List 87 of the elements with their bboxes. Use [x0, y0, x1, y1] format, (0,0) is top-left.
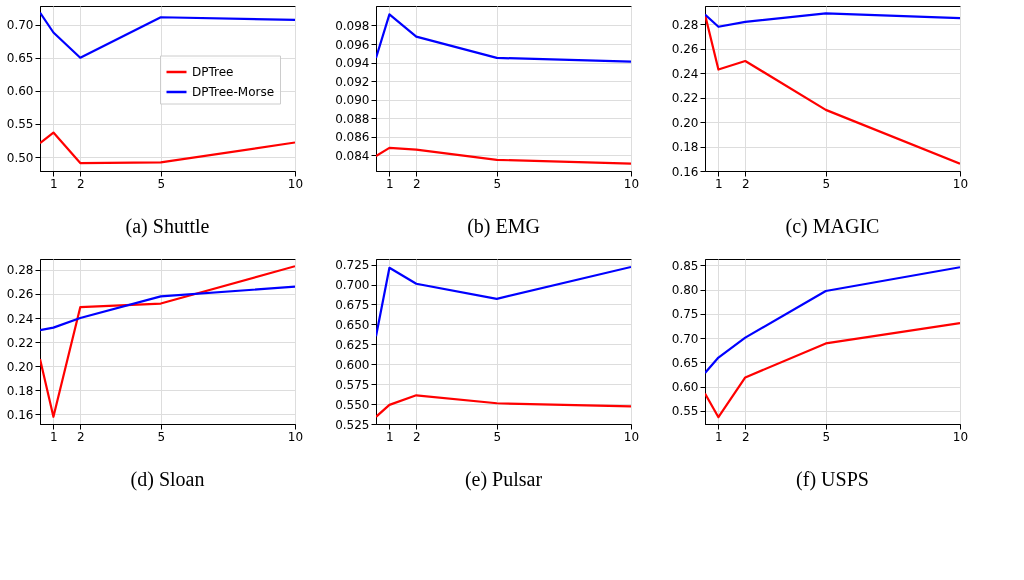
x-tick-label: 2: [741, 176, 750, 191]
y-tick-label: 0.55: [6, 117, 34, 132]
y-tick-label: 0.18: [6, 383, 34, 398]
x-tick-label: 1: [715, 429, 723, 444]
y-tick-label: 0.28: [671, 17, 699, 32]
line-series: [40, 11, 295, 59]
y-tick-label: 0.20: [6, 359, 34, 374]
x-tick-label: 1: [386, 176, 394, 191]
y-tick-label: 0.70: [6, 18, 34, 33]
legend-label: DPTree-Morse: [192, 85, 275, 99]
y-tick-label: 0.26: [6, 287, 34, 302]
line-series: [705, 12, 960, 28]
x-tick-label: 2: [76, 176, 85, 191]
y-tick-label: 0.60: [671, 380, 699, 395]
y-tick-label: 0.20: [671, 115, 699, 130]
y-tick-label: 0.65: [671, 355, 699, 370]
y-tick-label: 0.600: [335, 357, 370, 372]
line-series: [40, 285, 295, 332]
y-tick-label: 0.575: [335, 377, 370, 392]
x-tick-label: 10: [952, 176, 969, 191]
x-tick-label: 2: [76, 429, 85, 444]
line-series: [705, 13, 960, 165]
x-tick-label: 1: [50, 176, 58, 191]
y-tick-label: 0.088: [335, 111, 370, 126]
text: (f) USPS: [796, 468, 869, 491]
text: (a) Shuttle: [125, 215, 210, 238]
y-tick-label: 0.525: [335, 417, 370, 432]
x-tick-label: 10: [623, 176, 640, 191]
line-series: [705, 266, 960, 375]
x-tick-label: 2: [412, 176, 421, 191]
text: (c) MAGIC: [785, 215, 880, 238]
y-tick-label: 0.700: [335, 278, 370, 293]
y-tick-label: 0.55: [671, 404, 699, 419]
line-series: [40, 131, 295, 165]
legend-label: DPTree: [192, 65, 234, 79]
x-tick-label: 1: [50, 429, 58, 444]
y-tick-label: 0.096: [335, 37, 370, 52]
y-tick-label: 0.24: [671, 66, 699, 81]
y-tick-label: 0.60: [6, 84, 34, 99]
x-tick-label: 5: [157, 429, 166, 444]
y-tick-label: 0.80: [671, 283, 699, 298]
x-tick-label: 10: [287, 176, 304, 191]
y-tick-label: 0.675: [335, 297, 370, 312]
x-tick-label: 2: [412, 429, 421, 444]
line-series: [40, 265, 295, 418]
x-tick-label: 5: [493, 176, 502, 191]
y-tick-label: 0.098: [335, 18, 370, 33]
line-series: [705, 321, 960, 419]
x-tick-label: 1: [386, 429, 394, 444]
y-tick-label: 0.16: [6, 407, 34, 422]
x-tick-label: 5: [822, 429, 831, 444]
text: (b) EMG: [467, 215, 540, 238]
y-tick-label: 0.084: [335, 148, 370, 163]
y-tick-label: 0.094: [335, 56, 370, 71]
y-tick-label: 0.090: [335, 93, 370, 108]
x-tick-label: 5: [157, 176, 166, 191]
y-tick-label: 0.26: [671, 42, 699, 57]
y-tick-label: 0.70: [671, 331, 699, 346]
y-tick-label: 0.28: [6, 263, 34, 278]
y-tick-label: 0.086: [335, 130, 370, 145]
x-tick-label: 1: [715, 176, 723, 191]
x-tick-label: 5: [822, 176, 831, 191]
x-tick-label: 2: [741, 429, 750, 444]
y-tick-label: 0.650: [335, 317, 370, 332]
y-tick-label: 0.22: [671, 91, 699, 106]
x-tick-label: 10: [287, 429, 304, 444]
y-tick-label: 0.85: [671, 258, 699, 273]
y-tick-label: 0.550: [335, 397, 370, 412]
x-tick-label: 5: [493, 429, 502, 444]
y-tick-label: 0.725: [335, 258, 370, 273]
y-tick-label: 0.625: [335, 337, 370, 352]
y-tick-label: 0.18: [671, 140, 699, 155]
line-series: [376, 13, 631, 63]
text: (d) Sloan: [130, 468, 205, 491]
y-tick-label: 0.16: [671, 164, 699, 179]
text: (e) Pulsar: [464, 468, 543, 491]
line-series: [376, 146, 631, 165]
y-tick-label: 0.75: [671, 307, 699, 322]
y-tick-label: 0.092: [335, 74, 370, 89]
x-tick-label: 10: [952, 429, 969, 444]
y-tick-label: 0.65: [6, 51, 34, 66]
x-tick-label: 10: [623, 429, 640, 444]
y-tick-label: 0.22: [6, 335, 34, 350]
y-tick-label: 0.24: [6, 311, 34, 326]
y-tick-label: 0.50: [6, 150, 34, 165]
line-series: [376, 394, 631, 418]
line-series: [376, 265, 631, 338]
